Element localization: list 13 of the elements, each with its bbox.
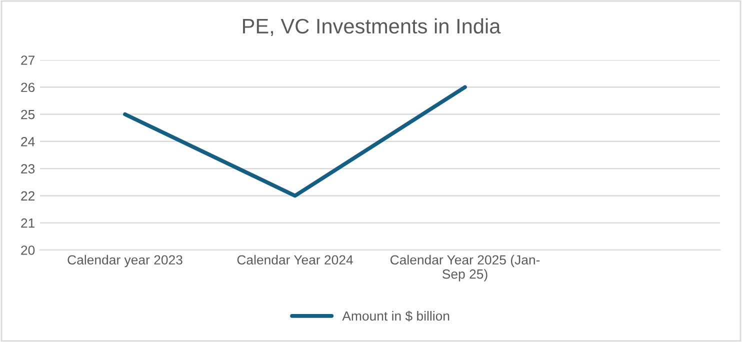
x-tick-label: Calendar year 2023 (68, 254, 182, 268)
y-tick-label: 23 (21, 164, 35, 174)
x-tick-label: Calendar Year 2024 (237, 254, 353, 265)
legend-label: Amount in $ billion (342, 310, 450, 322)
y-tick-label: 27 (21, 56, 34, 65)
y-tick-label: 21 (21, 218, 34, 228)
y-tick-label: 25 (21, 110, 35, 120)
y-tick-label: 20 (21, 246, 35, 255)
x-tick-label: Calendar Year 2025 (Jan-Sep 25) (390, 254, 540, 282)
chart-title: PE, VC Investments in India (243, 18, 501, 36)
y-tick-label: 22 (21, 191, 34, 200)
y-tick-label: 24 (21, 136, 35, 146)
y-tick-label: 26 (21, 82, 35, 92)
